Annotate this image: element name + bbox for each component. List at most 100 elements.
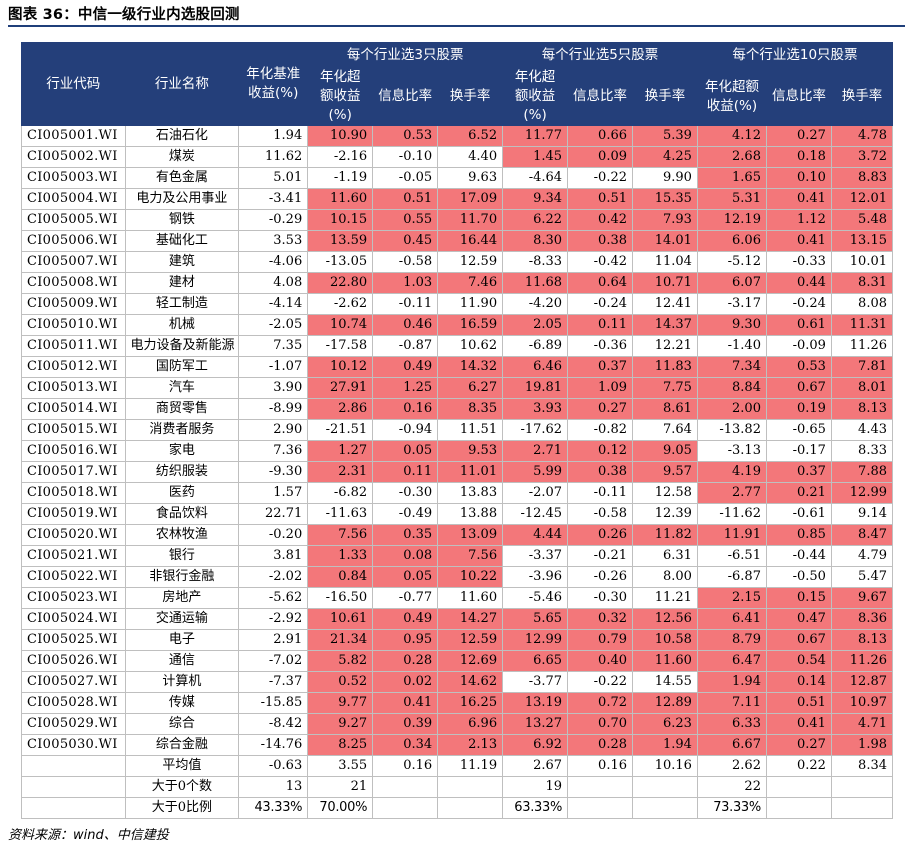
g3-turnover-cell: 14.32 <box>437 356 504 378</box>
g5-info-ratio-cell: 0.51 <box>567 188 633 210</box>
g5-info-ratio-cell: -0.42 <box>567 251 633 273</box>
g5-excess-return-cell: 3.93 <box>502 398 569 420</box>
g5-info-ratio-cell: -0.24 <box>567 293 633 315</box>
g3-excess-return-cell: -16.50 <box>307 587 374 609</box>
industry-name-cell: 商贸零售 <box>124 398 240 420</box>
g5-excess-return-cell: -8.33 <box>502 251 569 273</box>
g10-turnover-cell: 1.98 <box>830 734 894 756</box>
summary-label: 大于0比例 <box>124 797 240 819</box>
bench-return-cell: 7.35 <box>238 335 309 357</box>
g10-excess-return-cell: 6.67 <box>696 734 767 756</box>
g5-excess-return-cell: 6.65 <box>502 650 569 672</box>
summary-cell: 21 <box>307 776 374 798</box>
industry-name-cell: 医药 <box>124 482 240 504</box>
g3-turnover-cell: 13.83 <box>437 482 504 504</box>
source-note: 资料来源：wind、中信建投 <box>8 828 169 843</box>
g10-excess-return-cell: 11.91 <box>696 524 767 546</box>
table-row: CI005013.WI 汽车 3.90 27.91 1.25 6.27 19.81 1.09 7… <box>21 377 894 399</box>
g3-info-ratio-cell: 0.11 <box>372 461 439 483</box>
summary-cell <box>21 776 126 798</box>
g3-info-ratio-cell: 0.55 <box>372 209 439 231</box>
g5-excess-return-cell: -6.89 <box>502 335 569 357</box>
g5-turnover-cell: 5.39 <box>632 125 698 147</box>
summary-cell: 0.16 <box>567 755 633 777</box>
header-excess-5: 年化超额收益(%) <box>502 67 569 126</box>
g5-turnover-cell: 15.35 <box>632 188 698 210</box>
g10-info-ratio-cell: 0.51 <box>765 692 832 714</box>
g10-turnover-cell: 12.99 <box>830 482 894 504</box>
g10-turnover-cell: 8.13 <box>830 629 894 651</box>
g3-info-ratio-cell: 0.28 <box>372 650 439 672</box>
g10-turnover-cell: 11.26 <box>830 335 894 357</box>
figure-title: 图表 36：中信一级行业内选股回测 <box>8 7 240 23</box>
g10-excess-return-cell: -3.13 <box>696 440 767 462</box>
table-row: CI005021.WI 银行 3.81 1.33 0.08 7.56 -3.37 -0.21 6… <box>21 545 894 567</box>
g10-info-ratio-cell: -0.33 <box>765 251 832 273</box>
g5-turnover-cell: 11.83 <box>632 356 698 378</box>
bench-return-cell: -3.41 <box>238 188 309 210</box>
g3-info-ratio-cell: -0.05 <box>372 167 439 189</box>
industry-name-cell: 通信 <box>124 650 240 672</box>
bench-return-cell: -15.85 <box>238 692 309 714</box>
industry-code-cell: CI005019.WI <box>21 503 126 525</box>
industry-code-cell: CI005014.WI <box>21 398 126 420</box>
g3-excess-return-cell: 10.15 <box>307 209 374 231</box>
g3-turnover-cell: 11.90 <box>437 293 504 315</box>
g3-excess-return-cell: 10.74 <box>307 314 374 336</box>
g10-excess-return-cell: -13.82 <box>696 419 767 441</box>
g5-excess-return-cell: 12.99 <box>502 629 569 651</box>
table-summary: 平均值 -0.63 3.55 0.16 11.19 2.67 0.16 10.1… <box>21 755 894 819</box>
g3-info-ratio-cell: 0.53 <box>372 125 439 147</box>
g10-excess-return-cell: 6.41 <box>696 608 767 630</box>
summary-cell <box>21 797 126 819</box>
g10-info-ratio-cell: 0.41 <box>765 188 832 210</box>
g10-excess-return-cell: 1.65 <box>696 167 767 189</box>
industry-code-cell: CI005017.WI <box>21 461 126 483</box>
g3-info-ratio-cell: 1.25 <box>372 377 439 399</box>
bench-return-cell: -2.92 <box>238 608 309 630</box>
g5-turnover-cell: 8.00 <box>632 566 698 588</box>
g10-excess-return-cell: -1.40 <box>696 335 767 357</box>
g10-turnover-cell: 9.14 <box>830 503 894 525</box>
g10-excess-return-cell: 12.19 <box>696 209 767 231</box>
g10-excess-return-cell: 2.00 <box>696 398 767 420</box>
summary-cell: 10.16 <box>632 755 698 777</box>
g5-turnover-cell: 14.37 <box>632 314 698 336</box>
g3-turnover-cell: 12.69 <box>437 650 504 672</box>
g5-turnover-cell: 12.21 <box>632 335 698 357</box>
g5-excess-return-cell: 2.05 <box>502 314 569 336</box>
g3-excess-return-cell: 27.91 <box>307 377 374 399</box>
header-excess-3-label: 年化超额收益(%) <box>319 69 361 123</box>
g5-turnover-cell: 11.82 <box>632 524 698 546</box>
table-row: CI005002.WI 煤炭 11.62 -2.16 -0.10 4.40 1.45 0.09… <box>21 146 894 168</box>
g5-turnover-cell: 11.21 <box>632 587 698 609</box>
g5-turnover-cell: 11.04 <box>632 251 698 273</box>
header-bench-label: 年化基准收益(%) <box>246 66 301 101</box>
g3-turnover-cell: 14.62 <box>437 671 504 693</box>
g3-info-ratio-cell: -0.10 <box>372 146 439 168</box>
g10-info-ratio-cell: 0.18 <box>765 146 832 168</box>
table-row: CI005025.WI 电子 2.91 21.34 0.95 12.59 12.99 0.79… <box>21 629 894 651</box>
industry-name-cell: 食品饮料 <box>124 503 240 525</box>
g3-info-ratio-cell: 0.41 <box>372 692 439 714</box>
g5-info-ratio-cell: 0.66 <box>567 125 633 147</box>
g10-turnover-cell: 12.01 <box>830 188 894 210</box>
header-code: 行业代码 <box>21 42 126 126</box>
g3-info-ratio-cell: -0.77 <box>372 587 439 609</box>
title-rule <box>8 25 905 27</box>
g3-turnover-cell: 11.60 <box>437 587 504 609</box>
g5-info-ratio-cell: -0.22 <box>567 167 633 189</box>
g5-info-ratio-cell: 0.28 <box>567 734 633 756</box>
g5-turnover-cell: 7.93 <box>632 209 698 231</box>
table-row: CI005007.WI 建筑 -4.06 -13.05 -0.58 12.59 -8.33-… <box>21 251 894 273</box>
table-row: CI005015.WI 消费者服务 2.90 -21.51 -0.94 11.51 -17.… <box>21 419 894 441</box>
summary-cell <box>632 776 698 798</box>
industry-name-cell: 家电 <box>124 440 240 462</box>
summary-cell <box>567 797 633 819</box>
g10-info-ratio-cell: 0.10 <box>765 167 832 189</box>
g3-turnover-cell: 4.40 <box>437 146 504 168</box>
summary-label: 平均值 <box>124 755 240 777</box>
industry-name-cell: 电力设备及新能源 <box>124 335 240 357</box>
g3-info-ratio-cell: 0.95 <box>372 629 439 651</box>
industry-code-cell: CI005011.WI <box>21 335 126 357</box>
